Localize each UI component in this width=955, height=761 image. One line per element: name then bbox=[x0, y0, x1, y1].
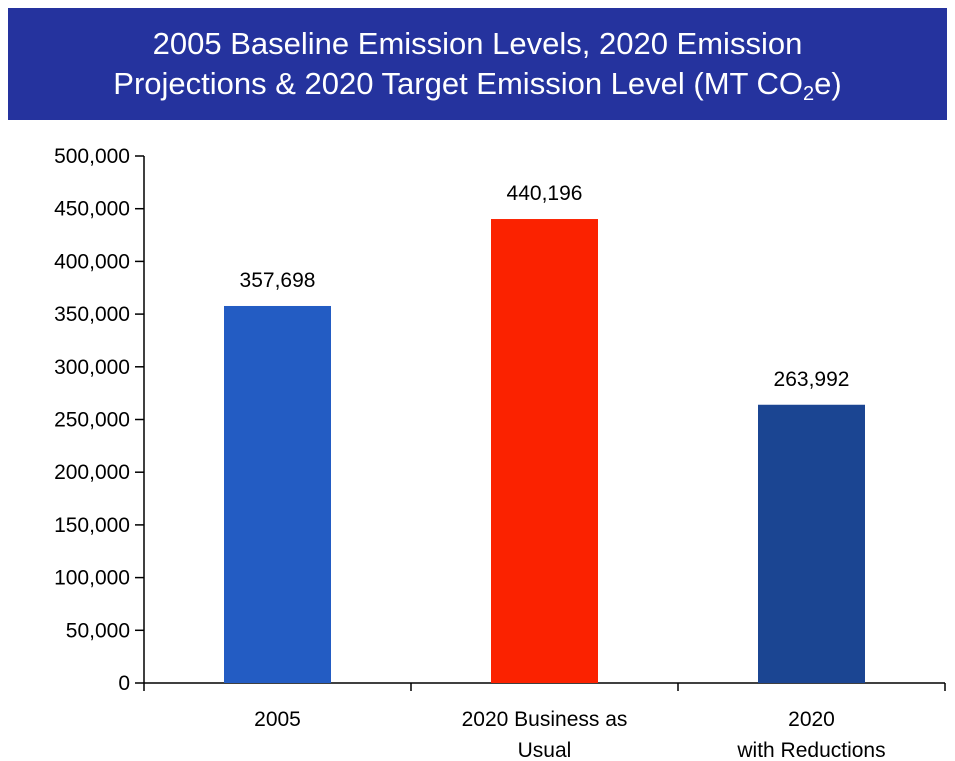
bar bbox=[758, 404, 865, 683]
chart-title-subscript: 2 bbox=[803, 83, 815, 105]
y-tick-label: 300,000 bbox=[54, 356, 130, 379]
data-label: 357,698 bbox=[240, 269, 316, 292]
y-tick-label: 150,000 bbox=[54, 514, 130, 537]
y-tick-label: 400,000 bbox=[54, 250, 130, 273]
chart-title-line-1: 2005 Baseline Emission Levels, 2020 Emis… bbox=[152, 26, 803, 61]
y-tick-label: 100,000 bbox=[54, 567, 130, 590]
y-tick-label: 0 bbox=[118, 672, 130, 695]
bar bbox=[491, 219, 598, 683]
y-tick-label: 50,000 bbox=[66, 619, 130, 642]
chart-title-banner: 2005 Baseline Emission Levels, 2020 Emis… bbox=[8, 8, 947, 120]
y-tick-label: 250,000 bbox=[54, 409, 130, 432]
y-tick-label: 200,000 bbox=[54, 461, 130, 484]
x-tick-label: 2020 Business as bbox=[462, 708, 628, 731]
y-tick-label: 350,000 bbox=[54, 303, 130, 326]
x-tick-label: 2020 bbox=[788, 708, 835, 731]
chart-title-line-2-text: Projections & 2020 Target Emission Level… bbox=[113, 66, 804, 101]
bar bbox=[224, 305, 331, 683]
data-label: 263,992 bbox=[774, 368, 850, 391]
x-tick-label: 2005 bbox=[254, 708, 301, 731]
y-tick-label: 500,000 bbox=[54, 145, 130, 168]
data-label: 440,196 bbox=[507, 182, 583, 205]
x-tick-label: Usual bbox=[518, 739, 572, 761]
x-tick-label: with Reductions bbox=[736, 739, 885, 761]
chart-title-line-2: Projections & 2020 Target Emission Level… bbox=[113, 64, 841, 104]
chart-title-line-2-end: e) bbox=[814, 66, 842, 101]
y-tick-label: 450,000 bbox=[54, 198, 130, 221]
